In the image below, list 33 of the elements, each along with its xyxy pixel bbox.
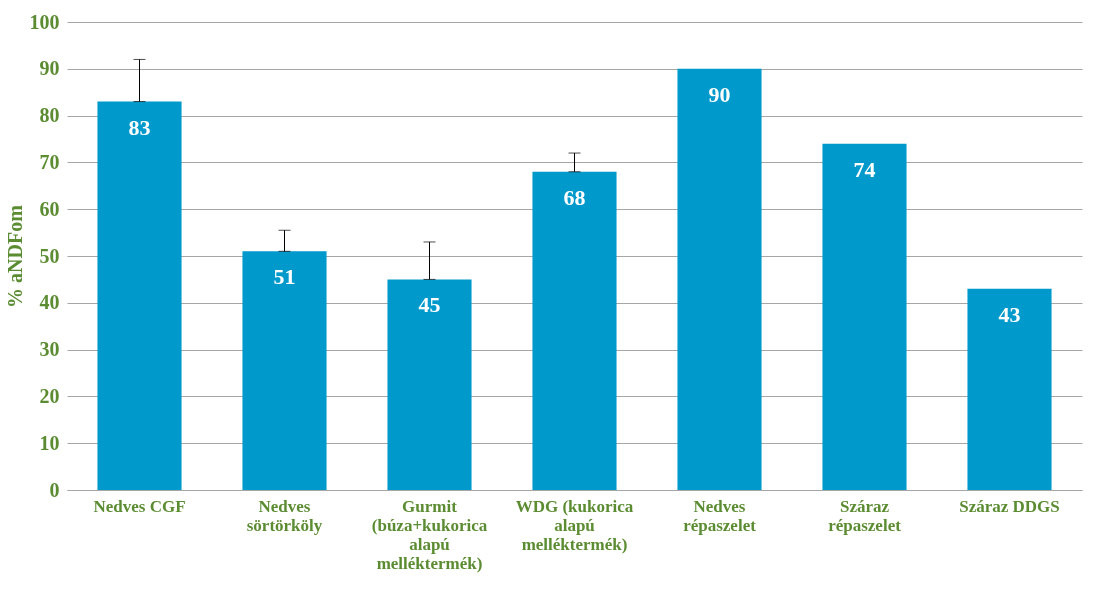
bar [822,143,907,490]
bar [242,251,327,490]
x-tick-label: Nedves sörtörköly [246,496,323,535]
bar [677,68,762,490]
y-tick-label: 40 [39,291,60,314]
x-tick-label: Nedves répaszelet [683,496,757,535]
data-label: 43 [998,301,1021,327]
bar [532,171,617,490]
y-tick-label: 70 [39,150,60,173]
y-tick-label: 60 [39,197,60,220]
data-label: 51 [273,264,296,290]
y-tick-label: 50 [39,244,60,267]
x-tick-label: Gurmit (búza+kukorica alapú melléktermék) [371,496,488,573]
y-tick-label: 10 [39,431,60,454]
data-label: 90 [708,81,731,107]
bar [967,288,1052,490]
x-tick-label: Száraz DDGS [959,496,1060,516]
y-tick-label: 80 [39,104,60,127]
y-tick-label: 30 [39,338,60,361]
bar [387,279,472,490]
y-tick-label: 0 [49,478,60,501]
x-tick-label: WDG (kukorica alapú melléktermék) [515,496,634,554]
x-tick-label: Nedves CGF [93,496,186,516]
x-tick-label: Száraz répaszelet [828,496,902,535]
bar [97,101,182,490]
data-label: 74 [853,156,876,182]
data-label: 83 [128,114,151,140]
data-label: 45 [418,292,441,318]
data-label: 68 [563,184,586,210]
y-tick-label: 100 [29,10,60,33]
y-axis-title: % aNDFom [3,204,26,308]
y-tick-label: 20 [39,384,60,407]
y-tick-label: 90 [39,57,60,80]
